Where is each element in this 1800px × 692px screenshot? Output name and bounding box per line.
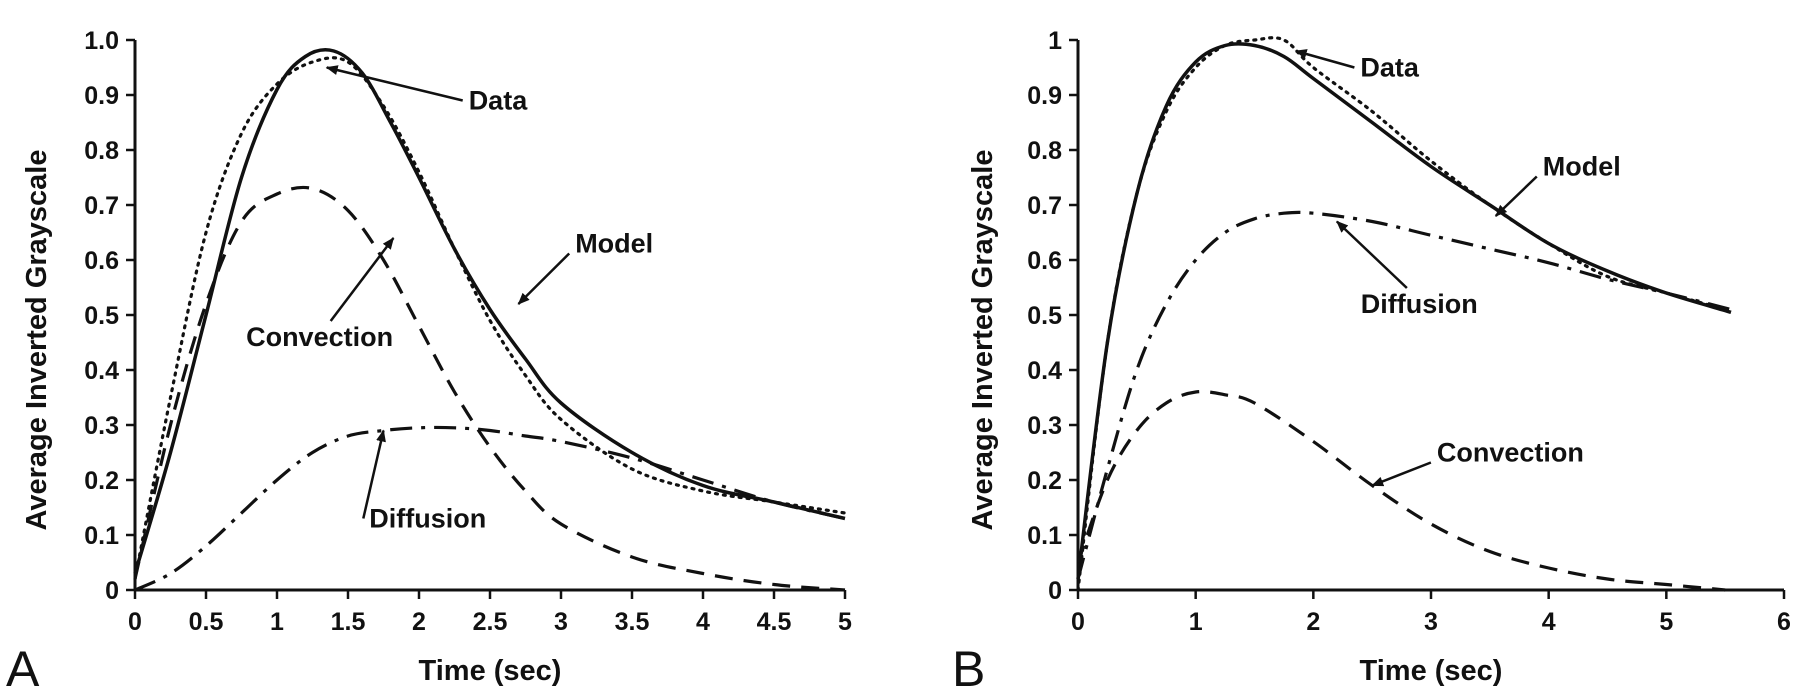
panel-b-y-tick-label: 0.2 (1027, 467, 1062, 495)
panel-b-series-convection-line (1076, 389, 1726, 592)
panel-a-series-diffusion-line (134, 425, 846, 592)
panel-b-series-model-line (1076, 42, 1732, 580)
panel-a-x-tick-label: 0.5 (189, 608, 224, 636)
panel-a-series-convection-line (133, 185, 846, 592)
panel-b-x-tick-label: 0 (1071, 608, 1085, 636)
panel-b-annotation-arrow-model (1494, 175, 1538, 217)
panel-b-annotation-arrow-data (1294, 49, 1355, 69)
panel-b-annotation-arrow-convection (1371, 461, 1432, 487)
panel-a-annotation-arrow-diffusion (362, 429, 386, 519)
panel-a-y-tick-label: 0.1 (84, 522, 119, 550)
panel-b-x-tick-label: 4 (1542, 608, 1556, 636)
panel-a-annotation-convection: Convection (246, 322, 393, 352)
panel-b-y-tick-label: 1 (1048, 27, 1062, 55)
panel-a-x-tick-label: 5 (838, 608, 852, 636)
panel-a-y-tick-label: 0.9 (84, 82, 119, 110)
panel-b-y-tick-label: 0.7 (1027, 192, 1062, 220)
panel-a-x-tick-label: 0 (128, 608, 142, 636)
panel-a-y-tick-label: 0.5 (84, 302, 119, 330)
panel-b-y-tick-label: 0.1 (1027, 522, 1062, 550)
panel-a-y-tick-label: 0.2 (84, 467, 119, 495)
panel-a-x-tick-label: 2.5 (473, 608, 508, 636)
panel-b-y-tick-label: 0.4 (1027, 357, 1062, 385)
panel-b-chart: 0 1 2 3 4 5 6 0 0.1 0.2 0.3 0.4 0.5 0.6 0.7 0.8 0.9 1 Time… (967, 27, 1791, 687)
panel-a-letter: A (6, 641, 40, 692)
panel-a-x-tick-label: 4 (696, 608, 710, 636)
panel-a-y-tick-label: 0.8 (84, 137, 119, 165)
panel-b-y-tick-label: 0.9 (1027, 82, 1062, 110)
panel-a-series-model-line (133, 48, 846, 574)
panel-a-x-tick-label: 4.5 (757, 608, 792, 636)
panel-a-annotation-data: Data (469, 86, 529, 116)
panel-a-chart: 0 0.5 1 1.5 2 2.5 3 3.5 4 4.5 5 0 0.1 0.2 0.3 0.4 0.5 0.6… (21, 27, 852, 687)
panel-b-letter: B (952, 641, 985, 692)
panel-a-series-data-line (133, 56, 847, 581)
panel-b-y-tick-label: 0.6 (1027, 247, 1062, 275)
panel-b-y-axis-label: Average Inverted Grayscale (967, 150, 999, 531)
panel-b-series-diffusion-line (1076, 210, 1732, 580)
panel-b-y-tick-label: 0 (1048, 577, 1062, 605)
panel-a-x-tick-label: 1.5 (331, 608, 366, 636)
panel-a-annotation-diffusion: Diffusion (369, 504, 486, 534)
panel-b-x-axis-label: Time (sec) (1360, 655, 1503, 687)
panel-b-x-tick-label: 5 (1659, 608, 1673, 636)
panel-a-y-tick-label: 0.4 (84, 357, 119, 385)
panel-a-annotation-arrow-data (325, 65, 463, 102)
panel-a-annotation-model: Model (575, 229, 653, 259)
panel-a-y-tick-label: 0 (105, 577, 119, 605)
panel-a-x-tick-label: 3.5 (615, 608, 650, 636)
panel-b-x-tick-label: 3 (1424, 608, 1438, 636)
panel-b-annotation-convection: Convection (1437, 438, 1584, 468)
panel-b-y-tick-label: 0.5 (1027, 302, 1062, 330)
panel-a-y-tick-label: 0.3 (84, 412, 119, 440)
panel-b-x-tick-label: 1 (1189, 608, 1203, 636)
panel-b-annotation-model: Model (1543, 152, 1621, 182)
panel-b-annotation-diffusion: Diffusion (1361, 289, 1478, 319)
panel-a-y-axis-label: Average Inverted Grayscale (21, 150, 53, 531)
panel-a-y-tick-label: 1.0 (84, 27, 119, 55)
panel-a-x-axis-label: Time (sec) (419, 655, 562, 687)
panel-a-x-tick-label: 1 (270, 608, 284, 636)
panel-a-x-tick-label: 2 (412, 608, 426, 636)
panel-b-annotation-data: Data (1360, 53, 1420, 83)
panel-a-y-tick-label: 0.7 (84, 192, 119, 220)
panel-a-annotation-arrow-convection (329, 237, 395, 322)
panel-a-y-tick-label: 0.6 (84, 247, 119, 275)
panel-b-y-tick-label: 0.8 (1027, 137, 1062, 165)
panel-b-annotation-arrow-diffusion (1336, 220, 1408, 289)
panel-a-annotation-arrow-model (517, 252, 571, 305)
panel-a-x-tick-label: 3 (554, 608, 568, 636)
panel-b-y-tick-label: 0.3 (1027, 412, 1062, 440)
panel-b-x-tick-label: 6 (1777, 608, 1791, 636)
panel-b-x-tick-label: 2 (1306, 608, 1320, 636)
